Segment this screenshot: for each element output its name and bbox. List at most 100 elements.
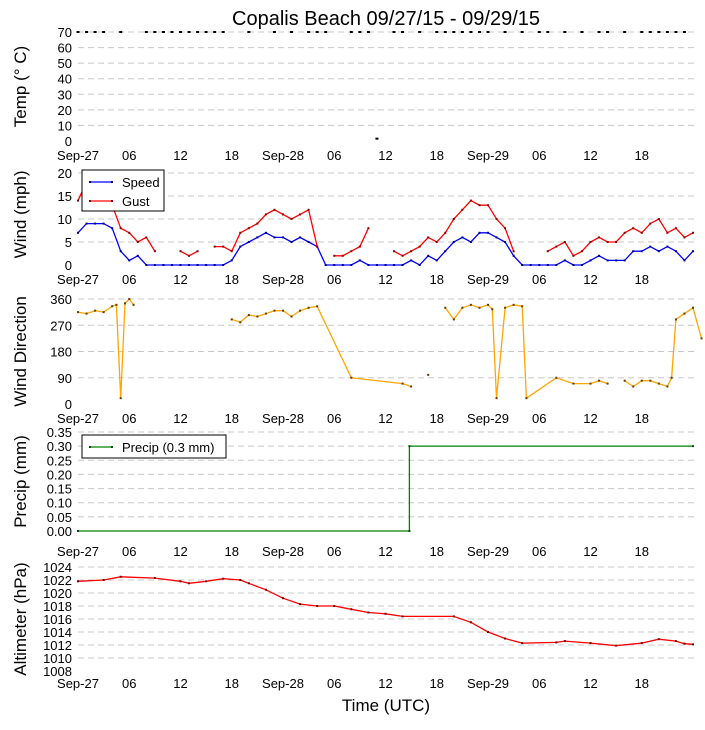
data-point [452,241,455,243]
data-point [683,259,686,262]
data-point [290,31,294,33]
data-point [170,264,173,266]
data-point [444,250,447,253]
series-line [231,305,412,388]
x-tick-label: 06 [327,544,341,559]
data-point [366,31,370,33]
x-tick-label: 18 [430,148,444,163]
data-point [563,640,566,643]
data-point [546,264,549,266]
data-point [204,31,208,33]
y-tick-label: 1008 [43,664,72,679]
data-point [316,245,319,248]
data-point [153,250,156,253]
data-point [247,314,250,317]
x-tick-label: 06 [327,411,341,426]
data-point [491,308,494,311]
x-tick-label: Sep-29 [467,272,509,287]
data-point [119,31,123,33]
data-point [170,31,174,33]
data-point [563,241,566,243]
data-point [128,259,131,262]
data-point [367,611,370,614]
series-line [547,218,694,257]
x-tick-label: 12 [583,411,597,426]
data-point [230,318,233,321]
data-point [487,303,489,306]
y-tick-label: 50 [58,56,72,71]
data-point [282,597,284,600]
data-point [555,641,558,644]
data-point [188,264,191,266]
x-tick-label: Sep-28 [262,148,304,163]
data-point [469,31,473,33]
data-point [384,264,387,266]
data-point [555,245,558,248]
data-point [196,31,200,33]
data-point [367,264,370,266]
data-point [452,318,455,321]
data-point [683,312,686,315]
x-tick-label: 06 [122,676,136,691]
y-tick-label: 60 [58,41,72,56]
y-tick-label: 70 [58,25,72,40]
y-tick-label: 0 [65,397,72,412]
data-point [77,199,79,202]
data-point [674,250,677,253]
data-point [132,303,135,306]
data-point [640,250,643,253]
data-point [649,245,652,248]
y-tick-label: 0 [65,134,72,149]
data-point [648,31,652,33]
x-tick-label: 18 [430,676,444,691]
y-tick-label: 1020 [43,586,72,601]
data-point [692,250,694,253]
x-tick-label: Sep-27 [57,544,99,559]
data-point [119,397,122,400]
data-point [384,612,387,615]
data-point [299,236,302,239]
data-point [341,254,344,257]
data-point [504,241,507,243]
data-point [674,31,678,33]
data-point [503,31,507,33]
data-point [538,264,541,266]
data-point [615,241,618,243]
data-point [102,222,105,225]
y-tick-label: 1014 [43,625,72,640]
data-point [427,373,430,376]
data-point [333,605,336,607]
data-point [606,241,609,243]
x-tick-label: 12 [173,272,187,287]
data-point [580,31,584,33]
x-tick-label: 06 [532,148,546,163]
data-point [145,264,148,266]
data-point [640,31,644,33]
data-point [427,254,430,257]
data-point [256,222,259,225]
data-point [239,245,242,248]
data-point [632,250,635,253]
data-point [94,309,97,312]
y-axis-label: Altimeter (hPa) [11,562,30,675]
data-point [461,236,464,239]
data-point [273,208,276,211]
data-point [469,241,472,243]
y-tick-label: 5 [65,235,72,250]
data-point [136,241,139,243]
x-tick-label: Sep-27 [57,411,99,426]
x-tick-label: Sep-29 [467,411,509,426]
x-tick-label: 12 [173,676,187,691]
data-point [272,31,276,33]
data-point [418,245,421,248]
data-point [512,250,515,253]
data-point [452,31,456,33]
data-point [410,385,413,388]
data-point [115,303,118,306]
legend-label: Precip (0.3 mm) [122,440,214,455]
x-tick-label: 18 [635,676,649,691]
x-tick-label: 18 [225,272,239,287]
data-point [580,250,583,253]
series-line [77,297,135,399]
